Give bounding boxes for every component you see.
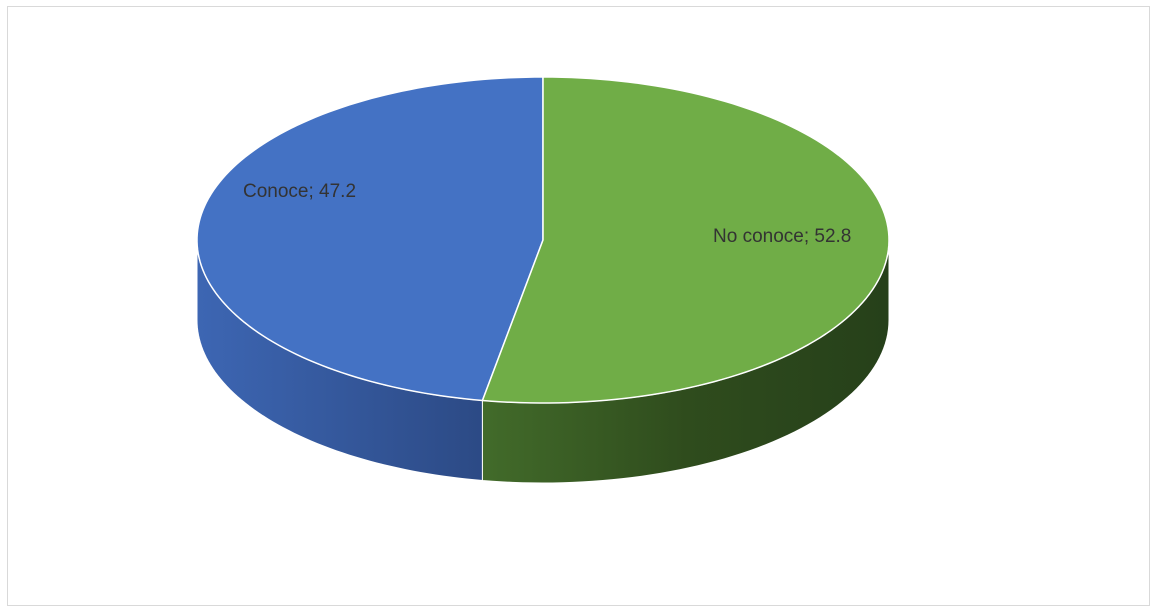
pie-slice-no-conoce <box>481 76 890 404</box>
pie-slice-conoce <box>196 76 544 402</box>
pie-slices <box>196 76 890 404</box>
data-label-conoce: Conoce; 47.2 <box>243 181 356 202</box>
data-label-no-conoce: No conoce; 52.8 <box>713 226 851 247</box>
data-labels: Conoce; 47.2 No conoce; 52.8 <box>243 181 851 247</box>
